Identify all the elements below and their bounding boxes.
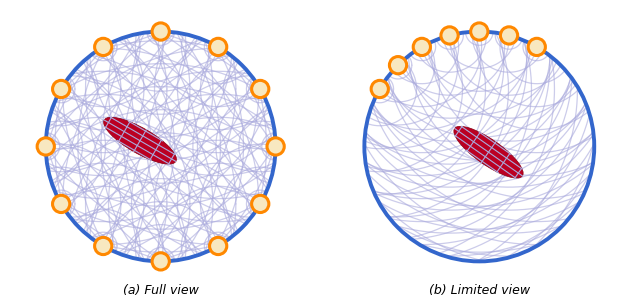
Circle shape: [52, 195, 70, 213]
Circle shape: [500, 27, 518, 44]
Circle shape: [267, 138, 284, 155]
Circle shape: [37, 138, 54, 155]
Circle shape: [95, 237, 112, 255]
Ellipse shape: [104, 117, 177, 164]
Circle shape: [152, 23, 170, 40]
Circle shape: [52, 80, 70, 97]
Circle shape: [389, 57, 406, 74]
Circle shape: [209, 38, 227, 56]
Circle shape: [413, 38, 431, 56]
Circle shape: [528, 38, 545, 56]
Text: (b) Limited view: (b) Limited view: [429, 284, 530, 298]
Circle shape: [152, 253, 170, 270]
Text: (a) Full view: (a) Full view: [123, 284, 198, 298]
Circle shape: [209, 237, 227, 255]
Circle shape: [470, 23, 488, 40]
Circle shape: [95, 38, 112, 56]
Circle shape: [252, 80, 269, 97]
Circle shape: [441, 27, 458, 44]
Circle shape: [371, 80, 388, 97]
Circle shape: [252, 195, 269, 213]
Ellipse shape: [454, 126, 523, 178]
